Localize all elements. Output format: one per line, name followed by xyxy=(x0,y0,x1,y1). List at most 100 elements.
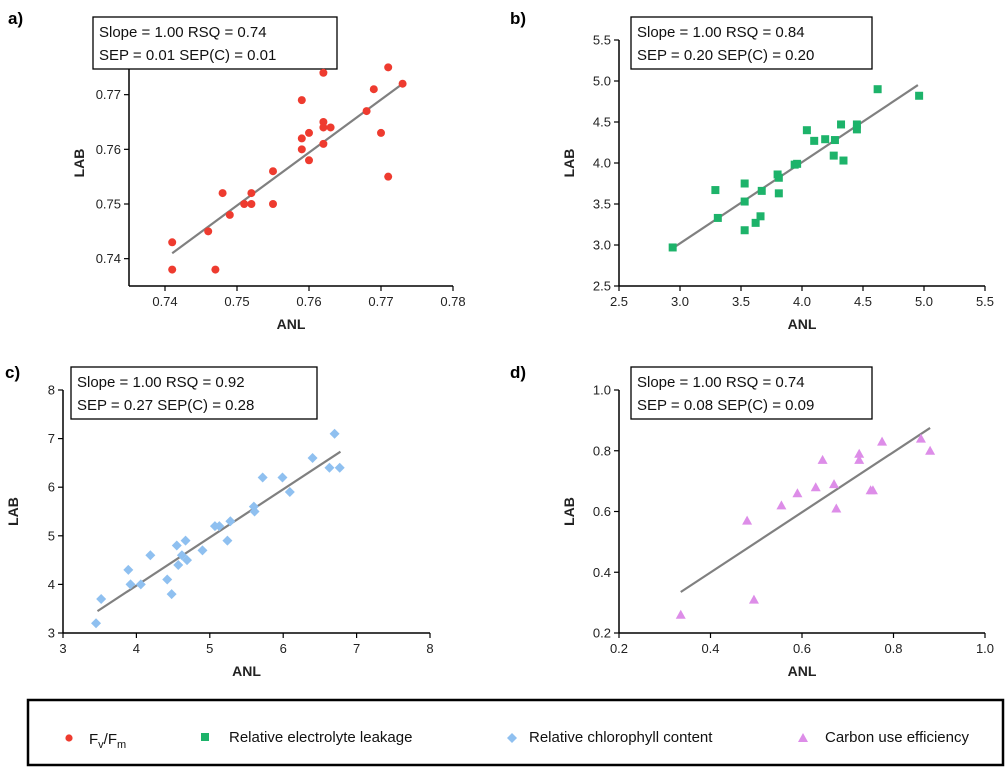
stats-line-2: SEP = 0.20 SEP(C) = 0.20 xyxy=(637,47,814,64)
stats-line-2: SEP = 0.27 SEP(C) = 0.28 xyxy=(77,397,254,414)
data-point xyxy=(831,503,842,513)
stats-line-1: Slope = 1.00 RSQ = 0.84 xyxy=(637,24,805,41)
data-point xyxy=(867,485,878,495)
data-point xyxy=(305,128,313,137)
data-point xyxy=(810,136,819,145)
data-point xyxy=(839,156,848,165)
data-point xyxy=(180,535,191,546)
chart-panel-2: 2.5 3.0 3.5 4.0 4.5 5.0 5.5 2.5 3.0 3.5 4.0 4.5 5.0 5… xyxy=(510,9,994,332)
x-tick-label: 3 xyxy=(59,641,66,656)
y-tick-label: 5 xyxy=(48,528,55,543)
data-point xyxy=(96,593,107,604)
data-point xyxy=(297,145,306,154)
y-tick-label: 0.8 xyxy=(593,443,611,458)
data-point xyxy=(384,63,393,72)
data-point xyxy=(877,436,888,446)
y-axis-label: LAB xyxy=(561,149,577,178)
data-point xyxy=(326,123,335,132)
x-tick-label: 5.0 xyxy=(915,294,933,309)
data-point xyxy=(829,479,840,489)
x-tick-label: 4.0 xyxy=(793,294,811,309)
data-point xyxy=(668,243,677,252)
data-point xyxy=(247,200,256,208)
data-point xyxy=(204,227,213,236)
data-point xyxy=(830,136,839,145)
y-tick-label: 0.2 xyxy=(593,626,611,641)
data-point xyxy=(915,433,926,443)
x-tick-label: 3.5 xyxy=(732,294,750,309)
x-tick-label: 0.75 xyxy=(224,294,249,309)
y-tick-label: 3.0 xyxy=(593,238,611,253)
data-point xyxy=(852,125,861,134)
data-point xyxy=(774,189,783,198)
data-point xyxy=(740,179,749,188)
chart-panel-4: 0.2 0.4 0.6 0.8 1.0 0.2 0.4 0.6 0.8 1.0 ANL LAB d) Sl… xyxy=(510,363,994,679)
data-point xyxy=(173,559,184,570)
data-point xyxy=(854,448,865,458)
panels: 0.740.750.760.770.780.740.750.760.770.78… xyxy=(5,9,994,679)
chart-panel-1: 0.740.750.760.770.780.740.750.760.770.78… xyxy=(8,9,466,332)
panel-label: c) xyxy=(5,363,20,382)
x-tick-label: 3.0 xyxy=(671,294,689,309)
stats-line-1: Slope = 1.00 RSQ = 0.74 xyxy=(99,24,267,41)
y-tick-label: 1.0 xyxy=(593,383,611,398)
data-point xyxy=(297,134,306,143)
y-tick-label: 7 xyxy=(48,431,55,446)
data-point xyxy=(821,135,830,144)
y-tick-label: 3.5 xyxy=(593,197,611,212)
x-axis-label: ANL xyxy=(232,663,261,679)
data-point xyxy=(319,68,328,77)
y-tick-label: 4.0 xyxy=(593,156,611,171)
data-point xyxy=(817,454,828,464)
x-tick-label: 0.8 xyxy=(884,641,902,656)
data-point xyxy=(774,173,783,182)
y-tick-label: 0.4 xyxy=(593,565,611,580)
data-point xyxy=(829,151,838,160)
data-point xyxy=(319,139,328,148)
data-point xyxy=(257,472,268,483)
data-point xyxy=(218,189,227,198)
y-tick-label: 4.5 xyxy=(593,115,611,130)
data-point xyxy=(240,200,249,208)
data-point xyxy=(197,545,208,556)
data-point xyxy=(247,189,256,198)
data-point xyxy=(362,107,371,116)
legend-label-ff: Fv/Fm xyxy=(89,731,126,751)
data-point xyxy=(369,85,378,94)
data-point xyxy=(284,487,295,498)
data-point xyxy=(211,265,220,274)
data-point xyxy=(297,96,306,105)
y-tick-label: 5.5 xyxy=(593,33,611,48)
data-point xyxy=(168,238,177,247)
data-point xyxy=(742,515,753,525)
data-point xyxy=(166,589,177,600)
data-point xyxy=(837,120,846,129)
data-point xyxy=(792,488,803,498)
data-point xyxy=(214,521,225,532)
stats-line-2: SEP = 0.08 SEP(C) = 0.09 xyxy=(637,397,814,414)
x-tick-label: 4.5 xyxy=(854,294,872,309)
legend-label-cue: Carbon use efficiency xyxy=(825,729,969,746)
y-tick-label: 0.77 xyxy=(96,87,121,102)
x-tick-label: 0.2 xyxy=(610,641,628,656)
y-tick-label: 0.6 xyxy=(593,504,611,519)
y-tick-label: 0.76 xyxy=(96,142,121,157)
x-tick-label: 2.5 xyxy=(610,294,628,309)
x-tick-label: 0.74 xyxy=(152,294,177,309)
legend-label-rel: Relative electrolyte leakage xyxy=(229,729,412,746)
y-tick-label: 8 xyxy=(48,383,55,398)
legend-marker-chl xyxy=(507,733,517,743)
x-tick-label: 8 xyxy=(426,641,433,656)
data-point xyxy=(329,428,340,439)
data-point xyxy=(319,118,328,126)
data-point xyxy=(757,186,766,195)
panel-label: a) xyxy=(8,9,23,28)
data-point xyxy=(852,120,861,129)
stats-box xyxy=(92,16,338,70)
stats-box xyxy=(630,16,873,70)
y-tick-label: 0.74 xyxy=(96,251,121,266)
legend-box xyxy=(26,698,1005,767)
data-point xyxy=(162,574,173,585)
x-tick-label: 6 xyxy=(280,641,287,656)
x-axis-label: ANL xyxy=(277,316,306,332)
